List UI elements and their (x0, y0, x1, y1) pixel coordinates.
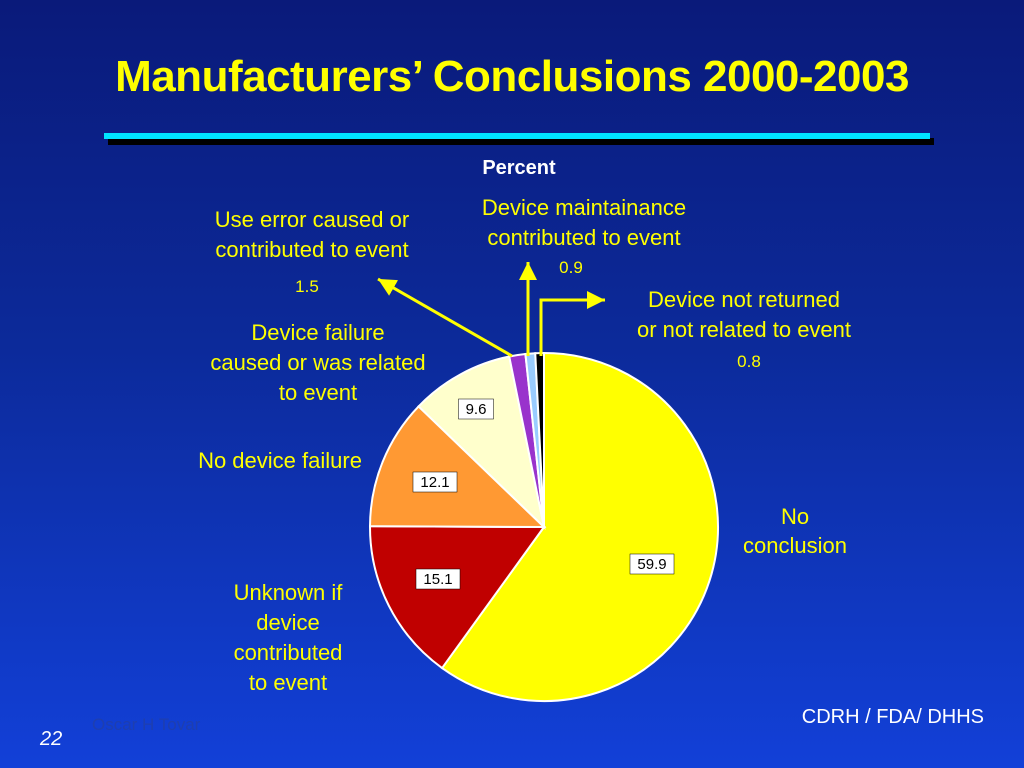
author-name: Oscar H Tovar (92, 715, 201, 734)
category-label: Device failure caused or was related to ev… (210, 320, 425, 405)
pie-slice-2 (368, 404, 547, 529)
category-label: Unknown if device contributed to event (234, 580, 344, 695)
value-label-box (412, 471, 458, 493)
pie-slice-3 (417, 355, 546, 530)
title-rule (104, 133, 930, 139)
category-label: No conclusion (743, 504, 847, 558)
callout-use-error (377, 277, 513, 358)
footer-organization: CDRH / FDA/ DHHS (801, 706, 984, 728)
value-label: 9.6 (466, 401, 487, 418)
category-label: Device not returned or not related to eve… (637, 287, 851, 342)
pie-slice-1 (369, 525, 546, 670)
category-label: Device maintainance contributed to event (482, 195, 686, 250)
title-rule-shadow (108, 138, 934, 145)
value-label-box (415, 568, 461, 590)
outside-value-label: 1.5 (295, 277, 319, 296)
category-label: No device failure (198, 448, 362, 473)
value-label: 59.9 (637, 556, 666, 573)
outside-value-label: 0.9 (559, 258, 583, 277)
value-label-box (458, 398, 494, 420)
slide-title: Manufacturers’ Conclusions 2000-2003 (115, 52, 909, 101)
pie-slice-0 (440, 351, 719, 702)
chart-title: Percent (482, 157, 556, 179)
page-number: 22 (40, 728, 63, 750)
callout-not-returned (539, 291, 605, 356)
value-label-box (629, 553, 675, 575)
value-label: 15.1 (423, 571, 452, 588)
outside-value-label: 0.8 (737, 352, 761, 371)
value-label: 12.1 (420, 474, 449, 491)
category-label: Use error caused or contributed to event (215, 207, 409, 262)
